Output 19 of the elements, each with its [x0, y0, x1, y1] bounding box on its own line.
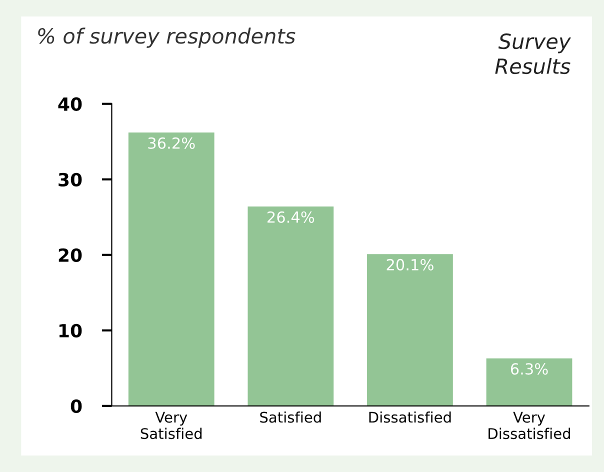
data-label: 6.3% [510, 363, 548, 375]
y-tick-label: 40 [58, 97, 82, 111]
y-tick-label: 30 [58, 172, 82, 186]
x-tick-label: Very Satisfied [140, 412, 202, 440]
y-tick-label: 10 [59, 324, 82, 338]
bar [128, 132, 214, 406]
chart-title: Survey Results [495, 33, 572, 74]
y-tick-label: 0 [70, 399, 82, 414]
bar [248, 206, 334, 406]
data-label: 26.4% [268, 211, 314, 223]
x-tick-label: Very Dissatisfied [488, 412, 570, 440]
bar [367, 254, 453, 406]
bar [486, 358, 572, 406]
data-label: 36.2% [148, 137, 195, 149]
data-label: 20.1% [386, 258, 434, 270]
y-tick-label: 20 [58, 248, 82, 262]
x-tick-label: Satisfied [260, 411, 321, 423]
x-tick-label: Dissatisfied [369, 411, 451, 423]
y-axis-title: % of survey respondents [38, 28, 296, 48]
